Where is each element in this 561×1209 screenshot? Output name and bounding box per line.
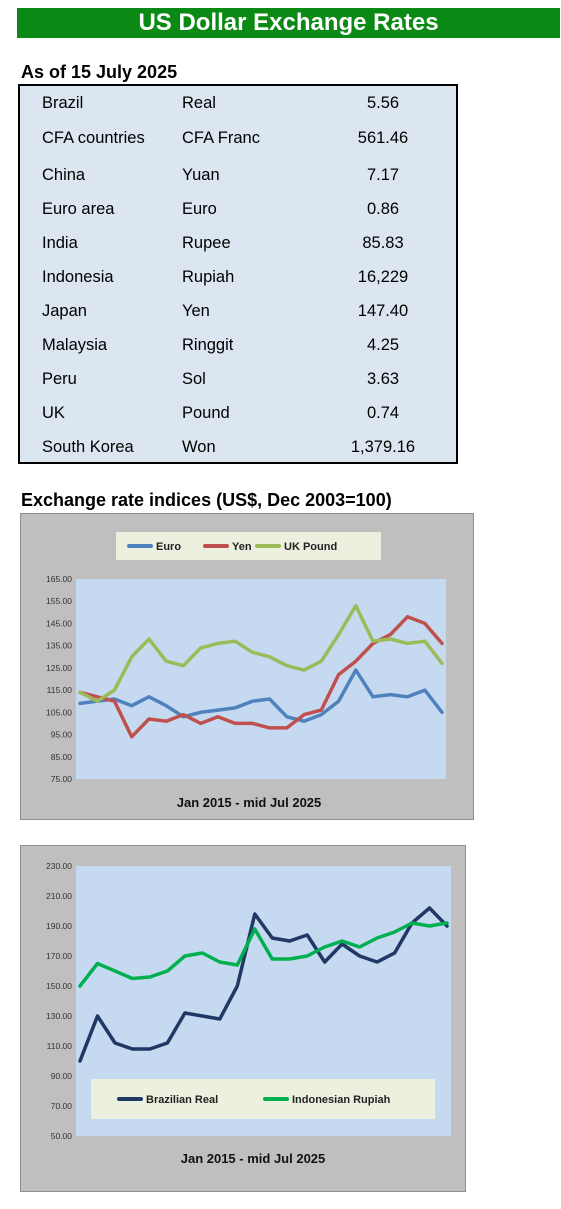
rates-date: As of 15 July 2025: [21, 62, 178, 82]
y-tick-label: 165.00: [46, 574, 72, 584]
rate-row: China Yuan 7.17: [20, 158, 456, 192]
rate-currency: Won: [182, 438, 216, 456]
rate-country: India: [42, 234, 78, 252]
y-tick-label: 85.00: [51, 752, 73, 762]
rate-currency: Ringgit: [182, 336, 234, 354]
series-line-1: [78, 921, 449, 988]
series-line-0: [78, 668, 444, 723]
rate-value: 4.25: [366, 336, 400, 354]
rate-row: UK Pound 0.74: [20, 396, 456, 430]
rate-row: Indonesia Rupiah 16,229: [20, 260, 456, 294]
rate-value: 1,379.16: [350, 438, 416, 456]
legend-label: UK Pound: [284, 541, 337, 553]
rate-country: South Korea: [42, 438, 134, 456]
rate-currency: Yen: [182, 302, 210, 320]
rate-country: Peru: [42, 370, 77, 388]
legend-label: Indonesian Rupiah: [292, 1094, 391, 1106]
rate-currency: CFA Franc: [182, 129, 260, 147]
exchange-rate-table: Brazil Real 5.56 CFA countries CFA Franc 561.…: [18, 84, 458, 464]
indices-title: Exchange rate indices (US$, Dec 2003=100…: [21, 490, 392, 510]
rate-currency: Yuan: [182, 166, 220, 184]
chart-real-rupiah: 50.00 70.00 90.00 110.00 130.00 150.00 170.00 1…: [20, 845, 466, 1192]
rate-country: UK: [42, 404, 65, 422]
rate-value: 3.63: [366, 370, 400, 388]
legend-box: [116, 532, 381, 560]
rate-value: 16,229: [357, 268, 409, 286]
y-tick-label: 145.00: [46, 618, 72, 628]
rate-row: Japan Yen 147.40: [20, 294, 456, 328]
y-tick-label: 150.00: [46, 981, 72, 991]
plot-area: [76, 579, 446, 779]
y-tick-label: 110.00: [47, 1041, 73, 1051]
rate-row: Malaysia Ringgit 4.25: [20, 328, 456, 362]
rate-currency: Sol: [182, 370, 206, 388]
rate-currency: Rupiah: [182, 268, 235, 286]
y-tick-label: 50.00: [51, 1131, 73, 1141]
page-title: US Dollar Exchange Rates: [17, 8, 560, 38]
rate-country: China: [42, 166, 86, 184]
rate-row: India Rupee 85.83: [20, 226, 456, 260]
y-tick-label: 115.00: [47, 685, 73, 695]
rate-row: South Korea Won 1,379.16: [20, 430, 456, 464]
y-tick-label: 75.00: [51, 774, 73, 784]
y-tick-label: 105.00: [46, 707, 72, 717]
legend-label: Brazilian Real: [146, 1094, 218, 1106]
rate-currency: Euro: [182, 200, 217, 218]
rate-currency: Pound: [182, 404, 230, 422]
chart1-svg: 75.00 85.00 95.00 105.00 115.00 125.00 135.00 1…: [46, 532, 446, 810]
y-tick-label: 125.00: [46, 663, 72, 673]
rate-row: Brazil Real 5.56: [20, 86, 456, 120]
legend-label: Yen: [232, 541, 252, 553]
rate-value: 0.74: [366, 404, 400, 422]
rate-value: 85.83: [362, 234, 404, 252]
rate-value: 0.86: [366, 200, 400, 218]
rate-currency: Real: [182, 94, 216, 112]
y-tick-label: 70.00: [51, 1101, 73, 1111]
y-tick-label: 210.00: [46, 891, 72, 901]
rate-country: CFA countries: [42, 129, 145, 147]
rate-row: Euro area Euro 0.86: [20, 192, 456, 226]
y-tick-label: 135.00: [46, 641, 72, 651]
rate-value: 7.17: [366, 166, 400, 184]
rate-value: 561.46: [357, 129, 409, 147]
y-tick-label: 155.00: [46, 596, 72, 606]
y-tick-label: 95.00: [51, 730, 73, 740]
y-tick-label: 230.00: [46, 861, 72, 871]
y-tick-label: 130.00: [46, 1011, 72, 1021]
series-line-2: [78, 603, 444, 703]
rate-country: Euro area: [42, 200, 115, 218]
y-tick-label: 190.00: [46, 921, 72, 931]
rate-country: Malaysia: [42, 336, 108, 354]
rate-country: Brazil: [42, 94, 84, 112]
chart-euro-yen-pound: 75.00 85.00 95.00 105.00 115.00 125.00 135.00 1…: [20, 513, 474, 820]
rate-row: Peru Sol 3.63: [20, 362, 456, 396]
y-tick-label: 90.00: [51, 1071, 73, 1081]
rate-row: CFA countries CFA Franc 561.46: [20, 121, 456, 155]
chart2-svg: 50.00 70.00 90.00 110.00 130.00 150.00 170.00 1…: [46, 861, 451, 1166]
x-axis-label: Jan 2015 - mid Jul 2025: [177, 795, 322, 810]
rate-country: Japan: [42, 302, 87, 320]
rate-country: Indonesia: [42, 268, 114, 286]
rate-value: 147.40: [357, 302, 409, 320]
x-axis-label: Jan 2015 - mid Jul 2025: [181, 1151, 326, 1166]
legend-label: Euro: [156, 541, 181, 553]
rate-value: 5.56: [366, 94, 400, 112]
y-tick-label: 170.00: [46, 951, 72, 961]
rate-currency: Rupee: [182, 234, 231, 252]
series-line-0: [78, 906, 449, 1063]
